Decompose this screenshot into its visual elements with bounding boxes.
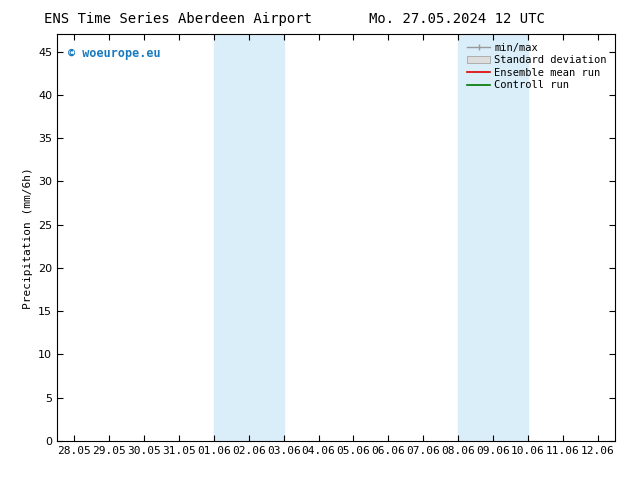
Text: © woeurope.eu: © woeurope.eu: [68, 47, 161, 59]
Text: Mo. 27.05.2024 12 UTC: Mo. 27.05.2024 12 UTC: [368, 12, 545, 26]
Text: ENS Time Series Aberdeen Airport: ENS Time Series Aberdeen Airport: [44, 12, 311, 26]
Bar: [214, 34, 284, 441]
Legend: min/max, Standard deviation, Ensemble mean run, Controll run: min/max, Standard deviation, Ensemble me…: [464, 40, 610, 94]
Bar: [458, 34, 528, 441]
Y-axis label: Precipitation (mm/6h): Precipitation (mm/6h): [23, 167, 32, 309]
